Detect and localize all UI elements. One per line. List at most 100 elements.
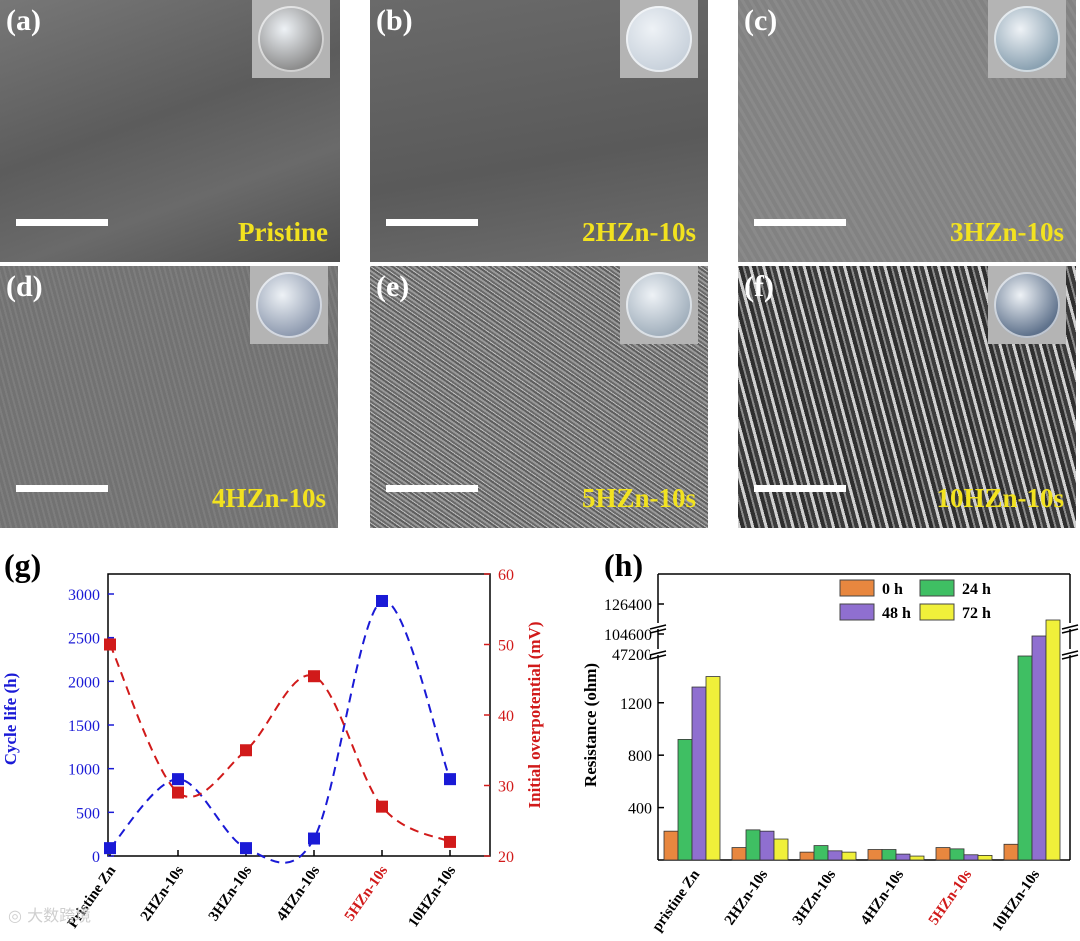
bar-48h (691, 686, 707, 861)
overpotential-point (308, 670, 320, 683)
legend-swatch (839, 579, 875, 597)
sem-panel-e: (e) 5HZn-10s (370, 266, 708, 528)
x-tick-label: 2HZn-10s (722, 867, 772, 928)
legend-label: 72 h (962, 605, 991, 622)
legend-swatch (839, 603, 875, 621)
sample-photo-inset (620, 0, 698, 78)
sample-label: 10HZn-10s (936, 483, 1064, 513)
x-tick-label: 10HZn-10s (406, 863, 460, 930)
resistance-chart: (h) 400 800 1200 47200 104600 126400 Resistance… (581, 547, 1079, 935)
legend-label: 24 h (962, 581, 991, 598)
y-tick-label: 2500 (68, 631, 100, 648)
bar-48h (827, 850, 843, 861)
x-tick-label: 5HZn-10s (926, 867, 976, 928)
axis-break-gap (650, 649, 666, 655)
y2-tick-label: 30 (498, 779, 514, 796)
zn-disc-icon (258, 6, 324, 72)
sample-photo-inset (988, 266, 1066, 344)
bar-24h (881, 849, 897, 861)
scale-bar (386, 219, 478, 226)
x-tick-label: 5HZn-10s (342, 863, 392, 924)
axis-break-mark (1061, 650, 1079, 656)
axis-break-mark (1061, 654, 1079, 660)
y2-tick-label: 50 (498, 638, 514, 655)
plot-frame (107, 573, 491, 857)
legend-swatch (919, 603, 955, 621)
y-tick-label: 400 (628, 801, 652, 818)
panel-letter: (b) (376, 4, 413, 37)
bar-24h (813, 845, 829, 861)
sem-panel-d: (d) 4HZn-10s (0, 266, 338, 528)
axis-break-gap (1062, 623, 1078, 629)
sem-panel-b: (b) 2HZn-10s (370, 0, 708, 262)
cycle-life-chart: (g) 0 500 1000 1500 2000 2500 3000 Cycle life (h… (1, 547, 544, 931)
bar-0h (867, 849, 883, 861)
overpotential-point (376, 800, 388, 813)
cycle-life-line (109, 599, 451, 864)
bar-48h (963, 854, 979, 861)
overpotential-point (444, 835, 456, 848)
bar-24h (677, 739, 693, 861)
x-tick-label: 2HZn-10s (138, 863, 188, 924)
y-axis-label: Cycle life (h) (1, 673, 20, 766)
x-tick-label: 3HZn-10s (790, 867, 840, 928)
axis-break-mark (649, 654, 667, 660)
y2-tick-label: 40 (498, 708, 514, 725)
watermark-icon: ◎ (8, 906, 22, 925)
sample-label: 4HZn-10s (211, 483, 326, 513)
panel-letter: (f) (744, 270, 774, 303)
sample-photo-inset (252, 0, 330, 78)
y-tick-label: 3000 (68, 587, 100, 604)
sem-panel-a: (a) Pristine (0, 0, 340, 262)
sample-label: 2HZn-10s (581, 217, 696, 247)
x-tick-label: pristine Zn (649, 867, 703, 935)
cycle-life-point (240, 842, 252, 855)
sem-panel-c: (c) 3HZn-10s (738, 0, 1076, 262)
legend-label: 48 h (882, 605, 911, 622)
scale-bar (386, 485, 478, 492)
sample-photo-inset (620, 266, 698, 344)
watermark-text: 大数跨境 (27, 906, 92, 925)
axis-break-mark (1061, 628, 1079, 634)
cycle-life-point (172, 773, 184, 786)
zn-disc-icon (994, 6, 1060, 72)
panel-letter: (e) (376, 270, 410, 303)
bar-72h (705, 676, 721, 861)
x-tick-label: 10HZn-10s (990, 867, 1044, 934)
scale-bar (16, 485, 108, 492)
axis-break-mark (1061, 624, 1079, 630)
panel-letter: (c) (744, 4, 778, 37)
bar-0h (731, 847, 747, 861)
y2-tick-label: 60 (498, 567, 514, 584)
bar-72h (841, 851, 857, 861)
bar-72h (909, 855, 925, 861)
legend-swatch (919, 579, 955, 597)
scale-bar (16, 219, 108, 226)
y2-axis-label: Initial overpotential (mV) (525, 622, 544, 809)
sample-label: Pristine (238, 217, 328, 247)
panel-letter: (d) (6, 270, 43, 303)
y-tick-label: 2000 (68, 674, 100, 691)
sample-photo-inset (988, 0, 1066, 78)
axis-break-gap (650, 623, 666, 629)
watermark: ◎ 大数跨境 (8, 902, 91, 926)
y-tick-label: 1000 (68, 762, 100, 779)
scale-bar (754, 485, 846, 492)
cycle-life-point (376, 594, 388, 607)
bar-48h (1031, 635, 1047, 861)
sample-label: 3HZn-10s (949, 217, 1064, 247)
y-tick-label: 500 (76, 805, 100, 822)
x-tick-label: 4HZn-10s (858, 867, 908, 928)
bar-24h (745, 829, 761, 861)
y-tick-label: 0 (92, 849, 100, 866)
zn-disc-icon (256, 272, 322, 338)
y2-tick-label: 20 (498, 849, 514, 866)
bar-48h (895, 853, 911, 861)
overpotential-point (240, 744, 252, 757)
zn-disc-icon (626, 272, 692, 338)
zn-disc-icon (994, 272, 1060, 338)
axis-break-mark (649, 628, 667, 634)
bar-0h (935, 847, 951, 861)
legend-label: 0 h (882, 581, 903, 598)
axis-break-gap (1062, 649, 1078, 655)
